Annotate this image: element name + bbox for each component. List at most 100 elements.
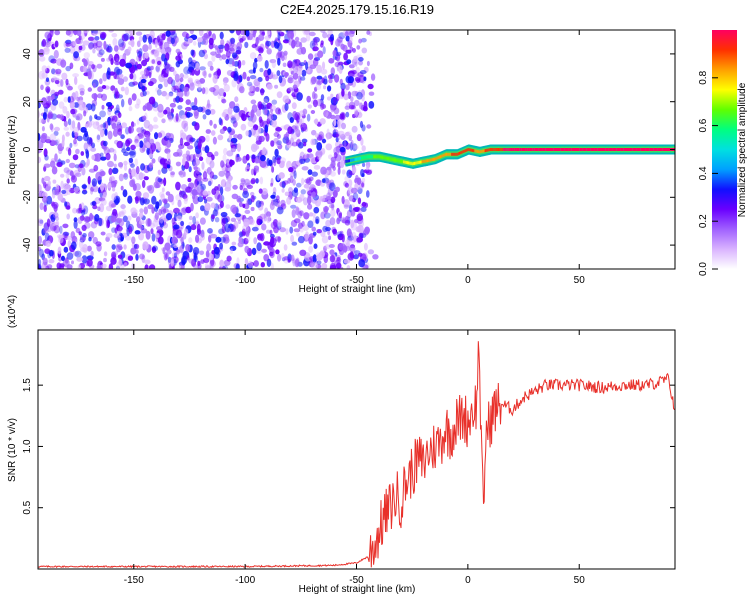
noise-speckle [48, 55, 55, 63]
noise-speckle [31, 225, 37, 231]
noise-speckle [357, 57, 364, 62]
noise-speckle [312, 254, 317, 263]
noise-speckle [60, 79, 64, 87]
noise-speckle [265, 75, 270, 82]
noise-speckle [236, 195, 242, 203]
noise-speckle [232, 184, 238, 190]
noise-speckle [73, 138, 77, 145]
noise-speckle [38, 140, 44, 149]
noise-speckle [52, 225, 57, 231]
noise-speckle [38, 156, 42, 164]
noise-speckle [349, 36, 353, 44]
noise-speckle [149, 138, 155, 146]
noise-speckle [179, 73, 184, 79]
noise-speckle [145, 230, 151, 240]
noise-speckle [38, 263, 42, 269]
noise-speckle [329, 217, 336, 226]
noise-speckle [220, 179, 227, 188]
noise-speckle [367, 83, 374, 90]
noise-speckle [44, 31, 51, 39]
noise-speckle [157, 236, 164, 245]
noise-speckle [228, 175, 232, 185]
noise-speckle [240, 30, 245, 36]
noise-speckle [220, 211, 228, 218]
noise-speckle [138, 212, 144, 219]
noise-speckle [179, 137, 184, 146]
noise-speckle [185, 244, 191, 252]
noise-speckle [119, 234, 124, 242]
noise-speckle [81, 189, 88, 195]
noise-speckle [307, 148, 313, 153]
noise-speckle [84, 216, 92, 222]
noise-speckle [41, 126, 45, 132]
noise-speckle [292, 141, 297, 148]
noise-speckle [188, 166, 192, 173]
noise-speckle [366, 60, 370, 67]
noise-speckle [123, 173, 128, 178]
noise-speckle [99, 78, 103, 85]
noise-speckle [177, 105, 183, 110]
noise-speckle [162, 198, 169, 204]
noise-speckle [78, 239, 84, 249]
noise-speckle [124, 236, 132, 241]
ridge-core [612, 148, 618, 151]
noise-speckle [210, 202, 216, 209]
noise-speckle [95, 171, 103, 181]
noise-speckle [175, 229, 183, 239]
noise-speckle [261, 223, 267, 231]
noise-speckle [278, 172, 285, 179]
noise-speckle [93, 164, 99, 172]
noise-speckle [65, 158, 71, 164]
noise-speckle [244, 245, 250, 254]
noise-speckle [165, 213, 173, 221]
noise-speckle [235, 49, 242, 55]
noise-speckle [237, 133, 243, 140]
noise-speckle [185, 106, 192, 112]
noise-speckle [204, 262, 209, 269]
noise-speckle [157, 132, 163, 139]
ridge-core [560, 148, 566, 151]
noise-speckle [283, 133, 287, 139]
noise-speckle [344, 182, 349, 188]
noise-speckle [166, 249, 172, 255]
noise-speckle [229, 248, 234, 255]
noise-speckle [255, 108, 262, 117]
noise-speckle [240, 179, 246, 185]
ridge-core [479, 150, 482, 154]
noise-speckle [133, 244, 138, 249]
ridge-core [632, 148, 638, 151]
noise-speckle [330, 93, 334, 99]
noise-speckle [46, 114, 50, 123]
noise-speckle [316, 75, 323, 80]
noise-speckle [54, 30, 61, 36]
noise-speckle [243, 178, 251, 186]
chart-title: C2E4.2025.179.15.16.R19 [280, 2, 434, 17]
noise-speckle [231, 52, 238, 59]
noise-speckle [185, 206, 192, 214]
noise-speckle [347, 76, 354, 84]
noise-speckle [207, 99, 210, 108]
noise-speckle [86, 258, 93, 267]
noise-speckle [315, 79, 321, 86]
noise-speckle [78, 99, 84, 106]
noise-speckle [293, 218, 301, 224]
noise-speckle [294, 36, 300, 42]
noise-speckle [328, 112, 332, 116]
noise-speckle [202, 171, 208, 180]
noise-speckle [268, 159, 273, 166]
noise-speckle [139, 140, 144, 148]
noise-speckle [242, 190, 250, 199]
noise-speckle [108, 30, 114, 33]
noise-speckle [142, 241, 149, 251]
noise-speckle [181, 41, 188, 50]
noise-speckle [214, 186, 219, 191]
noise-speckle [74, 250, 82, 258]
noise-speckle [66, 110, 70, 119]
noise-speckle [163, 62, 170, 70]
noise-speckle [188, 37, 193, 44]
ridge-core [649, 148, 655, 151]
noise-speckle [205, 265, 212, 269]
noise-speckle [121, 34, 129, 42]
noise-speckle [245, 30, 250, 37]
noise-speckle [288, 167, 294, 173]
